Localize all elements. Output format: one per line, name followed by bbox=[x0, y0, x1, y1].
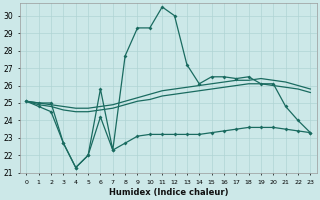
X-axis label: Humidex (Indice chaleur): Humidex (Indice chaleur) bbox=[108, 188, 228, 197]
